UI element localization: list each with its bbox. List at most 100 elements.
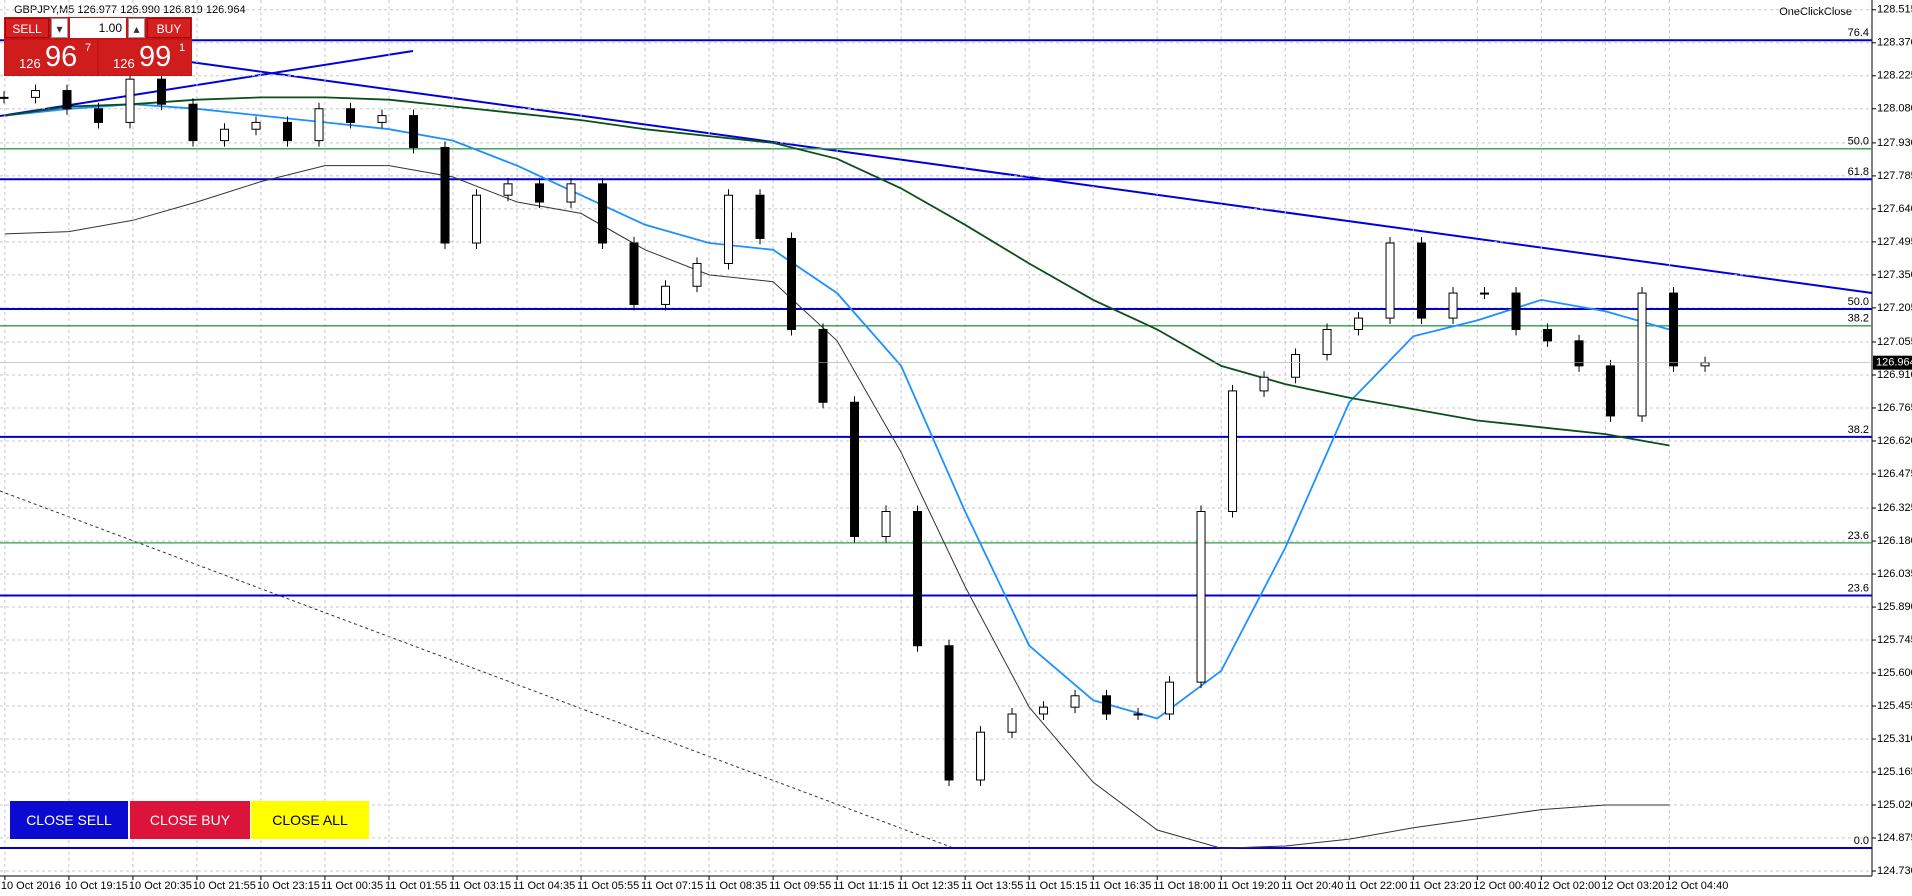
fib-level-label: 61.8: [1848, 166, 1869, 178]
indicator-line: [4, 96, 1670, 447]
y-tick-label: 125.600: [1877, 667, 1912, 679]
fib-level-label: 23.6: [1848, 582, 1869, 594]
y-tick-label: 126.475: [1877, 468, 1912, 480]
candle: [125, 78, 135, 123]
candle: [1102, 695, 1112, 715]
candle: [1165, 681, 1175, 715]
x-tick-label: 11 Oct 16:35: [1089, 880, 1151, 892]
y-tick-label: 128.080: [1877, 103, 1912, 115]
candle: [787, 237, 797, 330]
candle: [346, 108, 356, 123]
y-tick-label: 127.350: [1877, 269, 1912, 281]
candle: [1543, 328, 1553, 342]
candle: [913, 510, 923, 647]
fib-level-label: 50.0: [1848, 136, 1869, 148]
buy-button[interactable]: BUY: [147, 18, 191, 38]
plugin-label: OneClickClose: [1779, 6, 1852, 18]
indicator-line: [4, 103, 1670, 720]
fib-level-label: 0.0: [1854, 835, 1869, 847]
y-tick-label: 127.785: [1877, 170, 1912, 182]
candle: [503, 183, 513, 196]
y-tick-label: 126.620: [1877, 435, 1912, 447]
x-tick-label: 11 Oct 00:35: [321, 880, 383, 892]
candle: [535, 183, 545, 203]
y-tick-label: 126.325: [1877, 502, 1912, 514]
x-tick-label: 11 Oct 19:20: [1217, 880, 1279, 892]
candle: [409, 115, 419, 148]
candle: [440, 146, 450, 244]
price-main: 96: [45, 41, 78, 73]
x-tick-label: 12 Oct 00:40: [1473, 880, 1536, 892]
y-tick-label: 126.035: [1877, 568, 1912, 580]
candle: [1007, 713, 1017, 733]
candle: [598, 183, 608, 244]
x-tick-label: 10 Oct 2016: [1, 880, 61, 892]
x-tick-label: 10 Oct 23:15: [257, 880, 320, 892]
close-sell-button[interactable]: CLOSE SELL: [10, 801, 128, 839]
y-tick-label: 126.180: [1877, 535, 1912, 547]
price-big: 126: [113, 56, 135, 71]
y-tick-label: 124.730: [1877, 865, 1912, 877]
candle: [1511, 292, 1521, 330]
fib-level-label: 38.2: [1848, 424, 1869, 436]
candle: [1637, 292, 1647, 417]
candle: [31, 90, 41, 98]
candle: [472, 194, 482, 244]
symbol-info: GBPJPY,M5 126.977 126.990 126.819 126.96…: [14, 4, 246, 16]
candle: [283, 121, 293, 142]
candle: [94, 108, 104, 123]
buy-price[interactable]: 126 99 1: [99, 40, 191, 75]
candle: [692, 262, 702, 287]
candle: [314, 108, 324, 142]
lot-dropdown[interactable]: ▾: [51, 18, 68, 38]
candle: [629, 242, 639, 305]
x-tick-label: 11 Oct 12:35: [897, 880, 959, 892]
lot-field[interactable]: 1.00: [70, 18, 126, 38]
trade-panel: SELL ▾ 1.00 ▴ BUY 126 96 7 126 99 1: [4, 17, 192, 76]
x-tick-label: 10 Oct 21:55: [193, 880, 256, 892]
candle: [566, 183, 576, 203]
candle: [1448, 292, 1458, 319]
y-tick-label: 126.765: [1877, 402, 1912, 414]
price-small: 7: [85, 42, 92, 54]
y-tick-label: 125.310: [1877, 733, 1912, 745]
candle: [1070, 695, 1080, 708]
candle: [1669, 292, 1679, 367]
x-tick-label: 11 Oct 07:15: [641, 880, 703, 892]
x-tick-label: 10 Oct 20:35: [129, 880, 192, 892]
y-tick-label: 125.020: [1877, 799, 1912, 811]
x-tick-label: 11 Oct 13:55: [961, 880, 1023, 892]
candle: [818, 328, 828, 403]
y-tick-label: 127.205: [1877, 302, 1912, 314]
fib-level-label: 50.0: [1848, 296, 1869, 308]
close-buy-button[interactable]: CLOSE BUY: [130, 801, 250, 839]
x-tick-label: 11 Oct 23:20: [1409, 880, 1471, 892]
current-price-label: 126.964: [1876, 357, 1912, 369]
x-tick-label: 11 Oct 18:00: [1153, 880, 1215, 892]
price-small: 1: [179, 42, 186, 54]
lot-up[interactable]: ▴: [128, 18, 145, 38]
x-tick-label: 12 Oct 03:20: [1601, 880, 1664, 892]
x-tick-label: 11 Oct 01:55: [385, 880, 447, 892]
candle: [1291, 353, 1301, 378]
candle: [1354, 317, 1364, 330]
candle: [724, 194, 734, 264]
y-tick-label: 127.055: [1877, 336, 1912, 348]
price-big: 126: [19, 56, 41, 71]
fib-level-label: 23.6: [1848, 530, 1869, 542]
sell-button[interactable]: SELL: [5, 18, 49, 38]
x-tick-label: 12 Oct 02:00: [1537, 880, 1600, 892]
sell-price[interactable]: 126 96 7: [5, 40, 97, 75]
plot-area: [0, 0, 1872, 876]
trendline: [0, 490, 952, 848]
candle: [755, 194, 765, 239]
x-tick-label: 11 Oct 22:00: [1345, 880, 1407, 892]
x-tick-label: 11 Oct 20:40: [1281, 880, 1343, 892]
y-tick-label: 125.890: [1877, 601, 1912, 613]
fib-level-label: 76.4: [1848, 27, 1869, 39]
y-tick-label: 127.495: [1877, 236, 1912, 248]
candle: [1259, 376, 1269, 392]
candle: [881, 510, 891, 538]
close-all-button[interactable]: CLOSE ALL: [251, 801, 369, 839]
